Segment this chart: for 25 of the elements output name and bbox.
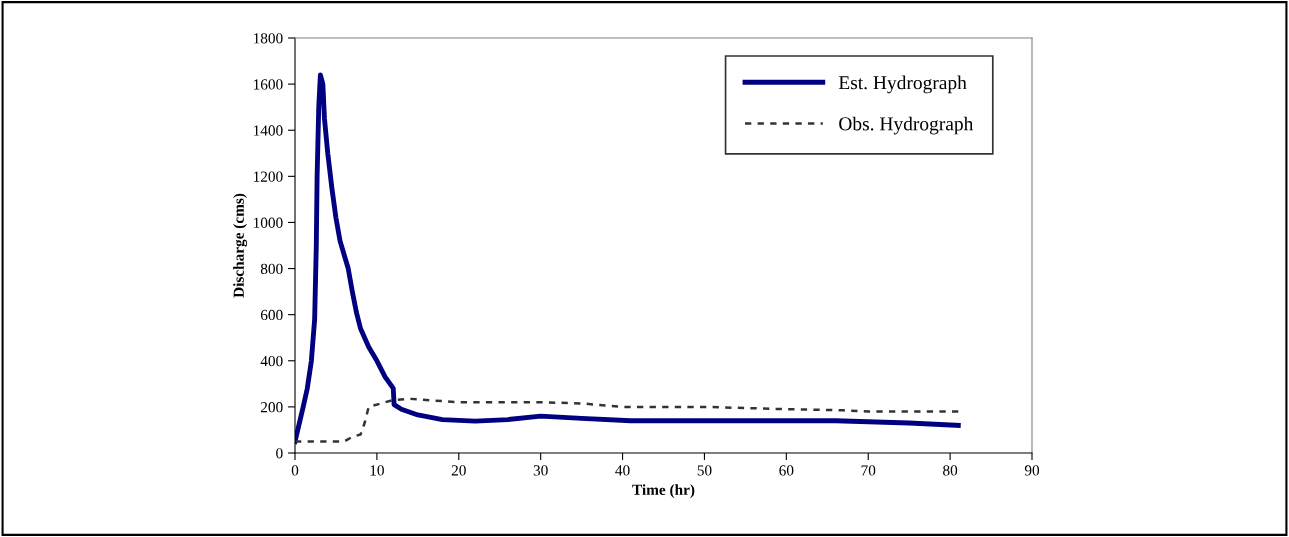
- x-tick-label: 50: [697, 465, 712, 476]
- y-axis-title: Discharge (cms): [233, 193, 248, 298]
- x-axis-title: Time (hr): [632, 484, 695, 499]
- legend-label: Est. Hydrograph: [838, 75, 967, 94]
- x-tick-label: 80: [943, 465, 958, 476]
- y-tick-label: 1400: [253, 125, 283, 136]
- x-tick-label: 0: [291, 465, 299, 476]
- x-tick-label: 60: [779, 465, 794, 476]
- y-tick-label: 1800: [253, 33, 283, 44]
- y-tick-label: 200: [260, 402, 283, 413]
- x-tick-label: 30: [533, 465, 548, 476]
- y-tick-label: 1600: [253, 79, 283, 90]
- y-tick-label: 800: [260, 263, 283, 275]
- legend-label: Obs. Hydrograph: [839, 116, 974, 135]
- line-series: [295, 397, 960, 443]
- x-tick-label: 10: [370, 465, 384, 476]
- y-tick-label: 600: [260, 309, 283, 321]
- y-tick-label: 400: [260, 355, 283, 367]
- y-tick-label: 1200: [253, 171, 283, 182]
- y-tick-label: 1000: [253, 217, 283, 228]
- y-tick-label: 0: [276, 448, 283, 459]
- x-tick-label: 70: [861, 465, 876, 476]
- x-tick-label: 90: [1024, 465, 1040, 476]
- x-tick-label: 20: [451, 465, 466, 476]
- x-tick-label: 40: [615, 465, 630, 476]
